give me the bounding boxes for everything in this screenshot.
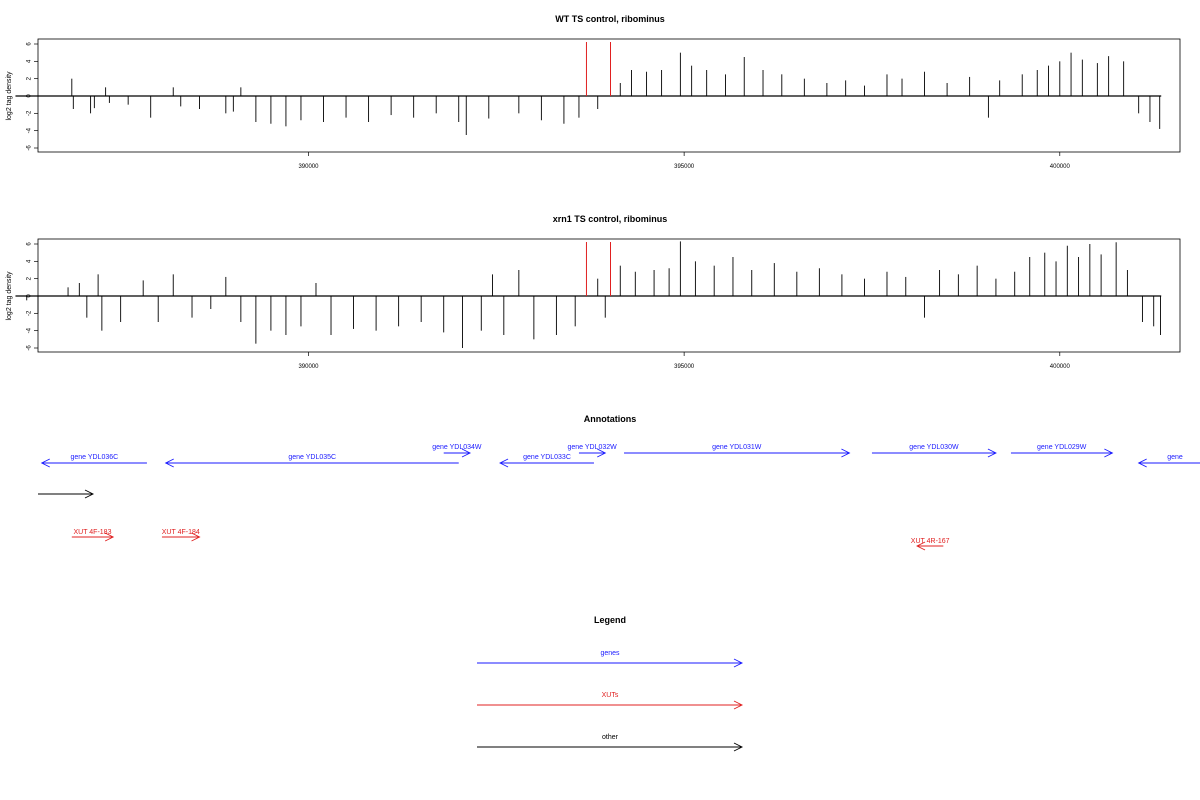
gene-label: gene YDL030W (909, 444, 959, 451)
legend: Legend genes XUTs other (477, 615, 744, 752)
gene-annotations: gene YDL036C gene YDL035C gene YDL034W gene… (40, 444, 1200, 468)
xrn1-bars (15, 241, 1162, 348)
xut-arrow-head (191, 532, 201, 542)
gene-arrow-head (841, 448, 851, 458)
legend-other-arrow-head (733, 742, 744, 752)
wt-y-tick-label: -2 (27, 110, 33, 116)
xut-annotations: XUT 4F-183 XUT 4F-184 XUT 4R-167 (71, 529, 950, 551)
xrn1-x-tick-label: 390000 (298, 364, 319, 370)
wt-x-ticks: 390000 395000 400000 (298, 152, 1070, 170)
legend-title: Legend (594, 615, 626, 625)
wt-x-tick-label: 390000 (298, 164, 319, 170)
gene-label: gene YDL034W (432, 444, 482, 451)
gene-label: gene (1167, 454, 1183, 461)
legend-XUTs-arrow-head (733, 700, 744, 710)
gene-arrow-head (164, 458, 174, 468)
xrn1-y-tick-label: -2 (27, 310, 33, 316)
xrn1-markers (585, 242, 612, 296)
other-arrow-head (84, 489, 95, 499)
gene-label: gene YDL033C (523, 454, 571, 461)
wt-y-tick-label: 4 (27, 59, 33, 63)
gene-label: gene YDL035C (288, 454, 336, 461)
wt-y-tick-label: -6 (27, 145, 33, 151)
gene-label: gene YDL029W (1037, 444, 1087, 451)
gene-label: gene YDL031W (712, 444, 762, 451)
xrn1-y-tick-label: 4 (27, 259, 33, 263)
wt-panel: WT TS control, ribominus log2 tag densit… (6, 14, 1181, 170)
wt-y-tick-label: 6 (27, 42, 33, 46)
xrn1-y-tick-label: 6 (27, 242, 33, 246)
gene-arrow-head (597, 448, 607, 458)
xrn1-x-ticks: 390000 395000 400000 (298, 352, 1070, 370)
wt-y-axis-label: log2 tag density (6, 71, 13, 121)
legend-label: XUTs (602, 692, 619, 699)
legend-label: genes (600, 650, 620, 657)
xrn1-y-tick-label: -6 (27, 345, 33, 351)
gene-arrow-head (40, 458, 50, 468)
legend-label: other (602, 734, 619, 741)
xrn1-panel-title: xrn1 TS control, ribominus (553, 214, 668, 224)
annotations-panel: Annotations gene YDL036C gene YDL035Cgene… (38, 414, 1200, 551)
other-annotations (38, 489, 95, 499)
xrn1-x-tick-label: 395000 (674, 364, 695, 370)
wt-x-tick-label: 400000 (1050, 164, 1071, 170)
xut-label: XUT 4F-184 (162, 529, 200, 536)
gene-arrow-head (1137, 458, 1147, 468)
xrn1-y-tick-label: 2 (27, 276, 33, 280)
legend-items: genes XUTs other (477, 650, 744, 752)
xut-label: XUT 4F-183 (73, 529, 111, 536)
gene-arrow-head (987, 448, 997, 458)
xrn1-x-tick-label: 400000 (1050, 364, 1071, 370)
legend-genes-arrow-head (733, 658, 744, 668)
xut-label: XUT 4R-167 (911, 538, 950, 545)
xrn1-panel: xrn1 TS control, ribominus log2 tag dens… (6, 214, 1181, 370)
xrn1-y-axis-label: log2 tag density (6, 271, 13, 321)
gene-arrow-head (461, 448, 472, 458)
wt-panel-title: WT TS control, ribominus (555, 14, 665, 24)
wt-y-tick-label: -4 (27, 127, 33, 133)
gene-label: gene YDL036C (70, 454, 118, 461)
xut-arrow-head (916, 541, 926, 551)
gene-label: gene YDL032W (567, 444, 617, 451)
wt-bars (15, 52, 1162, 135)
xut-arrow-head (104, 532, 115, 542)
gene-arrow-head (1104, 448, 1114, 458)
wt-x-tick-label: 395000 (674, 164, 695, 170)
annotations-title: Annotations (584, 414, 637, 424)
gene-arrow-head (499, 458, 509, 468)
wt-markers (585, 42, 612, 96)
wt-y-tick-label: 2 (27, 76, 33, 80)
xrn1-y-tick-label: -4 (27, 327, 33, 333)
